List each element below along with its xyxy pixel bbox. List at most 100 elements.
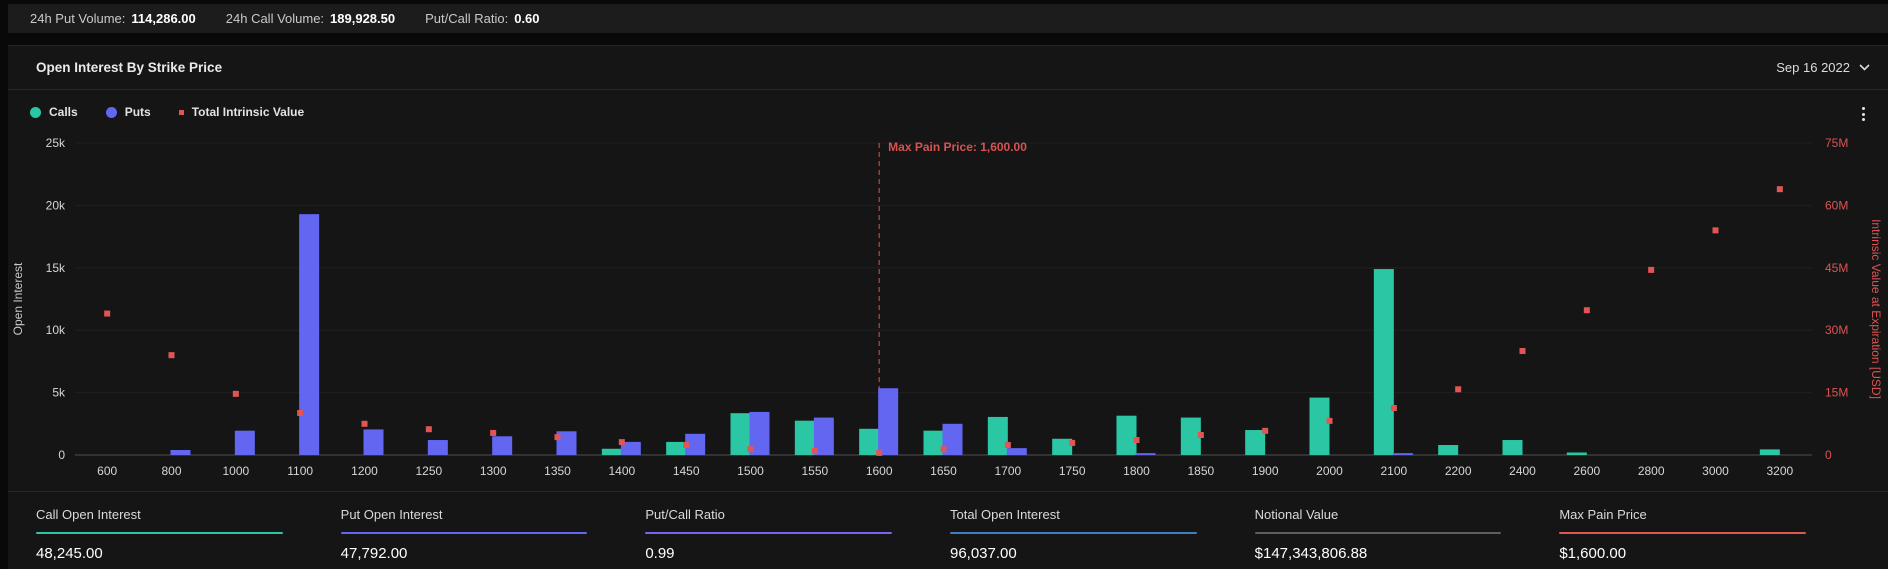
x-axis-tick: 2800 [1638, 464, 1665, 478]
intrinsic-value-point [1519, 348, 1526, 354]
calls-bar [987, 416, 1008, 455]
calls-bar [1052, 438, 1073, 455]
x-axis-tick: 600 [97, 464, 117, 478]
x-axis-tick: 1350 [544, 464, 571, 478]
puts-bar [1006, 448, 1027, 455]
left-axis-tick: 10k [46, 323, 66, 337]
intrinsic-value-point [361, 420, 368, 427]
open-interest-panel: Open Interest By Strike Price Sep 16 202… [8, 45, 1888, 569]
puts-bar [749, 411, 770, 455]
intrinsic-value-point [1326, 417, 1333, 424]
puts-bar [685, 433, 706, 455]
intrinsic-value-point [104, 310, 111, 317]
stat-max-pain-price: Max Pain Price $1,600.00 [1559, 507, 1864, 562]
x-axis-tick: 2000 [1316, 464, 1343, 478]
x-axis-tick: 2100 [1380, 464, 1407, 478]
intrinsic-value-point [811, 447, 818, 454]
intrinsic-value-point [1648, 266, 1655, 273]
left-axis-tick: 5k [52, 386, 66, 400]
calls-bar [1180, 417, 1201, 455]
x-axis-tick: 1300 [480, 464, 507, 478]
stat-underline [949, 532, 1197, 534]
x-axis-tick: 1900 [1252, 464, 1279, 478]
calls-bar [1759, 449, 1780, 455]
right-axis-tick: 75M [1825, 136, 1848, 150]
stat-put-call-ratio: Put/Call Ratio 0.99 [645, 507, 950, 562]
puts-bar [427, 440, 448, 455]
x-axis-tick: 1850 [1187, 464, 1214, 478]
x-axis-tick: 3200 [1766, 464, 1793, 478]
intrinsic-value-point [168, 352, 175, 359]
intrinsic-value-point [683, 442, 690, 449]
puts-bar [878, 388, 899, 455]
put-call-ratio-label: Put/Call Ratio: [425, 11, 509, 26]
x-axis-tick: 1500 [737, 464, 764, 478]
stat-underline [1254, 532, 1502, 534]
intrinsic-value-point [232, 390, 239, 397]
legend-label: Calls [49, 105, 78, 119]
stat-label: Notional Value [1254, 507, 1339, 522]
left-axis-tick: 15k [46, 261, 66, 275]
intrinsic-value-point [425, 426, 432, 433]
total-intrinsic-value-legend-marker-icon [178, 109, 184, 115]
put-volume-label: 24h Put Volume: [30, 11, 126, 26]
kebab-dot [1862, 118, 1865, 121]
x-axis-tick: 2200 [1445, 464, 1472, 478]
x-axis-tick: 1000 [222, 464, 249, 478]
stat-value: 47,792.00 [340, 545, 408, 562]
intrinsic-value-point [297, 409, 304, 416]
kebab-dot [1862, 112, 1865, 116]
intrinsic-value-point [1390, 404, 1397, 411]
stat-value: 0.99 [645, 545, 675, 562]
more-options-button[interactable] [1857, 102, 1870, 126]
calls-bar [1502, 440, 1523, 455]
intrinsic-value-point [1069, 439, 1076, 446]
left-axis-tick: 25k [46, 136, 66, 150]
stat-total-open-interest: Total Open Interest 96,037.00 [949, 507, 1255, 562]
stat-value: 96,037.00 [949, 545, 1017, 562]
stat-label: Call Open Interest [36, 507, 141, 522]
puts-bar [1392, 453, 1413, 455]
panel-title: Open Interest By Strike Price [36, 60, 223, 75]
x-axis-tick: 1450 [673, 464, 700, 478]
stat-label: Total Open Interest [949, 507, 1060, 522]
expiry-date-selector[interactable]: Sep 16 2022 [1776, 60, 1870, 75]
x-axis-tick: 1100 [287, 464, 313, 478]
legend-item-calls[interactable]: Calls [30, 105, 78, 119]
intrinsic-value-point [554, 434, 561, 441]
puts-bar [620, 441, 641, 455]
right-axis-tick: 30M [1825, 323, 1848, 337]
puts-bar [299, 214, 320, 455]
puts-bar [170, 450, 191, 455]
intrinsic-value-point [1455, 386, 1462, 393]
intrinsic-value-point [876, 449, 883, 456]
chart-legend: Calls Puts Total Intrinsic Value [30, 105, 304, 119]
legend-item-total-intrinsic-value[interactable]: Total Intrinsic Value [178, 105, 304, 119]
intrinsic-value-point [1776, 186, 1783, 193]
legend-label: Puts [124, 105, 151, 119]
x-axis-tick: 2400 [1509, 464, 1536, 478]
call-volume-value: 189,928.50 [330, 11, 396, 26]
put-volume-value: 114,286.00 [131, 11, 196, 26]
right-axis-tick: 60M [1825, 198, 1848, 212]
calls-bar [859, 428, 880, 455]
calls-bar [1309, 397, 1330, 455]
legend-item-puts[interactable]: Puts [105, 105, 151, 119]
chart-region: Calls Puts Total Intrinsic Value 0 0 5k 15M 10… [8, 90, 1888, 491]
puts-bar [1135, 453, 1156, 455]
right-axis-title: Intrinsic Value at Expiration [USD] [1869, 219, 1883, 399]
calls-bar [1438, 445, 1459, 455]
summary-stats-row: Call Open Interest 48,245.00 Put Open Inte… [8, 491, 1888, 562]
call-volume-stat: 24h Call Volume: 189,928.50 [226, 11, 395, 26]
call-volume-label: 24h Call Volume: [225, 11, 325, 26]
calls-bar [1116, 415, 1137, 455]
stat-underline [1559, 532, 1806, 534]
calls-bar [1245, 430, 1266, 455]
put-call-ratio-stat: Put/Call Ratio: 0.60 [425, 11, 539, 26]
calls-bar [666, 441, 687, 455]
puts-bar [492, 436, 513, 455]
volume-summary-bar: 24h Put Volume: 114,286.00 24h Call Volum… [8, 4, 1888, 33]
intrinsic-value-point [940, 446, 947, 453]
calls-bar [730, 413, 751, 455]
intrinsic-value-point [1583, 307, 1590, 314]
